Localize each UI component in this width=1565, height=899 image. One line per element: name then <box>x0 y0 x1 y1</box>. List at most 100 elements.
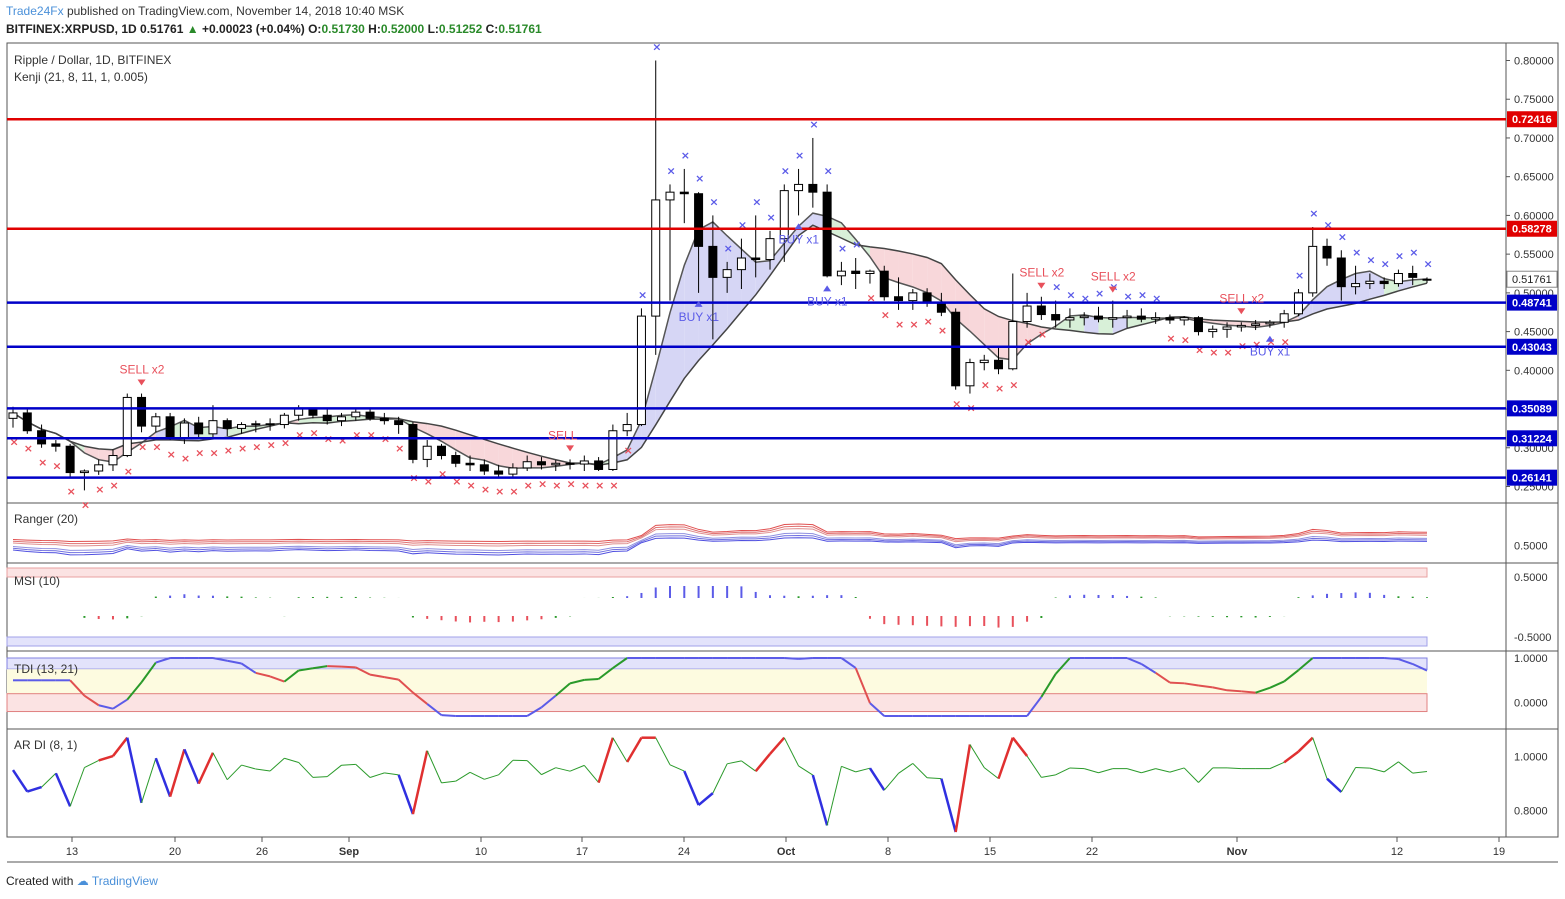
candle-body <box>222 420 232 429</box>
ardi-line-segment <box>141 758 157 803</box>
candle-body <box>51 443 61 447</box>
msi-tick-label: 0.5000 <box>1514 572 1548 584</box>
candle-body <box>1236 324 1246 328</box>
ardi-line-segment <box>927 777 942 780</box>
tdi-line-segment <box>1212 686 1228 692</box>
ardi-line-segment <box>983 767 999 780</box>
candle-body <box>1165 317 1175 321</box>
ardi-line-segment <box>69 767 85 807</box>
candle-body <box>165 416 175 439</box>
candle-body <box>679 191 689 195</box>
sell-cross-marker: × <box>909 318 918 331</box>
sell-cross-marker: × <box>981 378 990 391</box>
ardi-line-segment <box>1055 767 1071 776</box>
ardi-line-segment <box>326 764 342 778</box>
sell-cross-marker: × <box>267 439 276 452</box>
candle-body <box>751 257 761 261</box>
sell-cross-marker: × <box>67 485 76 498</box>
ardi-line-segment <box>154 757 172 798</box>
candle-body <box>79 470 89 474</box>
sell-cross-marker: × <box>1281 336 1290 349</box>
publisher-brand[interactable]: Trade24Fx <box>6 4 64 18</box>
ardi-line-segment <box>284 757 299 763</box>
candle-body <box>451 455 461 464</box>
ardi-line-segment <box>626 737 643 763</box>
ardi-line-segment <box>769 736 786 755</box>
tradingview-link[interactable]: TradingView <box>91 874 158 888</box>
ardi-line-segment <box>1169 767 1185 773</box>
buy-signal-label: BUY x1 <box>1250 345 1291 359</box>
ardi-line-segment <box>11 769 29 793</box>
candle-body <box>622 424 632 432</box>
tdi-line-segment <box>412 691 428 705</box>
level-price-tag <box>1507 338 1557 355</box>
candle-body <box>608 430 618 470</box>
tdi-line-segment <box>569 678 585 685</box>
sell-cross-marker: × <box>581 479 590 492</box>
tdi-line-segment <box>1040 673 1057 698</box>
ardi-line-segment <box>912 763 928 779</box>
candle-body <box>836 270 846 277</box>
buy-signal-label: BUY x1 <box>807 294 848 308</box>
candle-body <box>494 470 504 475</box>
chart-frame <box>6 42 1559 838</box>
ardi-line-segment <box>1198 767 1214 783</box>
tdi-line-segment <box>1126 657 1142 665</box>
kenji-cloud-segment <box>684 229 699 379</box>
level-price-tag <box>1507 294 1557 311</box>
kenji-cloud-segment <box>1027 323 1042 344</box>
sell-cross-marker: × <box>24 442 33 455</box>
tdi-line-segment <box>854 667 871 704</box>
sell-signal-label: SELL x2 <box>1091 270 1136 284</box>
buy-cross-marker: × <box>1138 288 1147 301</box>
kenji-cloud-segment <box>1098 317 1113 335</box>
price-tick-label: 0.65000 <box>1514 172 1554 184</box>
ardi-line-segment <box>1084 768 1099 774</box>
sell-cross-marker: × <box>209 446 218 459</box>
tdi-line-segment <box>69 679 86 697</box>
sell-cross-marker: × <box>10 436 19 449</box>
ardi-line-segment <box>741 760 757 772</box>
sell-cross-marker: × <box>1224 346 1233 359</box>
price-tick-label: 0.60000 <box>1514 210 1554 222</box>
ardi-line-segment <box>597 737 615 783</box>
candle-body <box>1051 314 1061 321</box>
tdi-line-segment <box>384 676 399 681</box>
time-tick-label: Nov <box>1227 846 1249 858</box>
sell-cross-marker: × <box>181 452 190 465</box>
tdi-line-segment <box>526 706 542 717</box>
published-text: published on TradingView.com, November 1… <box>66 4 405 18</box>
tdi-line-segment <box>1269 680 1285 689</box>
publish-line: Trade24Fx published on TradingView.com, … <box>6 4 404 18</box>
candle-body <box>436 445 446 457</box>
time-tick-label: Sep <box>339 846 359 858</box>
sell-cross-marker: × <box>338 434 347 447</box>
candle-body <box>865 270 875 274</box>
time-tick-label: 12 <box>1391 846 1403 858</box>
candle-body <box>694 193 704 247</box>
candle-body <box>365 411 375 419</box>
candle-body <box>1208 328 1218 333</box>
candle-body <box>951 311 961 387</box>
candle-body <box>808 183 818 193</box>
buy-cross-marker: × <box>738 219 747 232</box>
ardi-line-segment <box>98 754 114 762</box>
candle-body <box>708 245 718 278</box>
kenji-cloud-segment <box>498 443 513 469</box>
ardi-line-segment <box>655 737 671 766</box>
sell-cross-marker: × <box>81 498 90 511</box>
tdi-line-segment <box>1184 682 1199 687</box>
ardi-line-segment <box>41 772 57 788</box>
buy-cross-marker: × <box>1052 281 1061 294</box>
ardi-line-segment <box>969 744 985 768</box>
kenji-cloud-segment <box>898 251 913 287</box>
sell-cross-marker: × <box>1024 336 1033 349</box>
sell-cross-marker: × <box>1181 333 1190 346</box>
candle-body <box>636 315 646 426</box>
candle-body <box>22 412 32 432</box>
tdi-line-segment <box>798 657 813 660</box>
buy-cross-marker: × <box>1424 257 1433 270</box>
candle-body <box>522 461 532 469</box>
ranger-band-line <box>12 537 1428 556</box>
